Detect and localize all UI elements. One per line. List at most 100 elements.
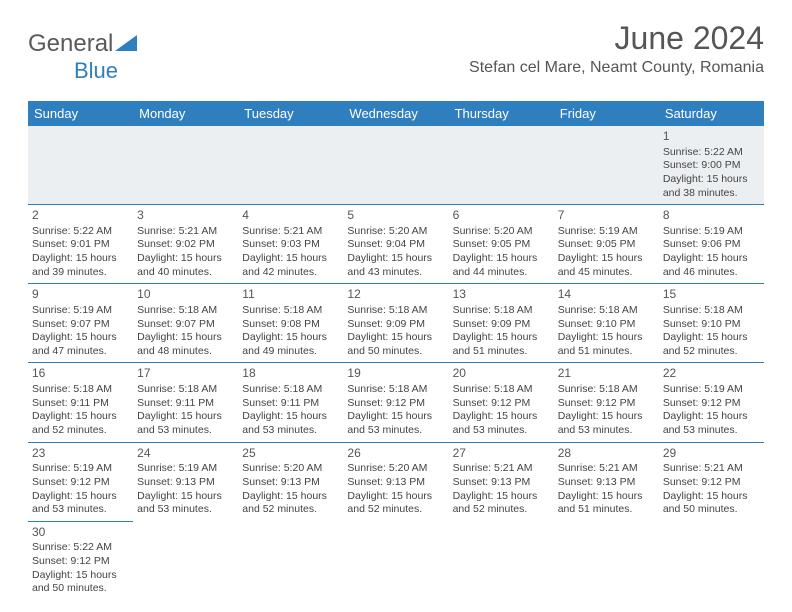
calendar-day: 9Sunrise: 5:19 AMSunset: 9:07 PMDaylight…: [28, 284, 133, 363]
title-block: June 2024 Stefan cel Mare, Neamt County,…: [469, 20, 764, 77]
sunrise-text: Sunrise: 5:18 AM: [242, 383, 339, 397]
month-title: June 2024: [469, 20, 764, 57]
day-number: 24: [137, 446, 234, 462]
daylight-text: and 53 minutes.: [558, 424, 655, 438]
sunrise-text: Sunrise: 5:18 AM: [558, 304, 655, 318]
daylight-text: Daylight: 15 hours: [453, 490, 550, 504]
calendar-week: 16Sunrise: 5:18 AMSunset: 9:11 PMDayligh…: [28, 363, 764, 442]
sunrise-text: Sunrise: 5:21 AM: [558, 462, 655, 476]
daylight-text: and 53 minutes.: [453, 424, 550, 438]
day-header: Thursday: [449, 101, 554, 126]
daylight-text: Daylight: 15 hours: [558, 410, 655, 424]
logo-triangle-icon: [115, 30, 137, 58]
sunrise-text: Sunrise: 5:19 AM: [137, 462, 234, 476]
sunset-text: Sunset: 9:13 PM: [347, 476, 444, 490]
day-header: Saturday: [659, 101, 764, 126]
daylight-text: and 53 minutes.: [32, 503, 129, 517]
daylight-text: Daylight: 15 hours: [137, 331, 234, 345]
daylight-text: Daylight: 15 hours: [663, 173, 760, 187]
sunset-text: Sunset: 9:11 PM: [242, 397, 339, 411]
day-number: 11: [242, 287, 339, 303]
sunrise-text: Sunrise: 5:19 AM: [32, 462, 129, 476]
day-number: 6: [453, 208, 550, 224]
sunset-text: Sunset: 9:09 PM: [453, 318, 550, 332]
daylight-text: Daylight: 15 hours: [453, 252, 550, 266]
calendar-day: 29Sunrise: 5:21 AMSunset: 9:12 PMDayligh…: [659, 442, 764, 521]
calendar-empty: [238, 521, 343, 600]
day-number: 26: [347, 446, 444, 462]
sunrise-text: Sunrise: 5:20 AM: [453, 225, 550, 239]
sunrise-text: Sunrise: 5:18 AM: [663, 304, 760, 318]
calendar-day: 23Sunrise: 5:19 AMSunset: 9:12 PMDayligh…: [28, 442, 133, 521]
calendar-day: 5Sunrise: 5:20 AMSunset: 9:04 PMDaylight…: [343, 205, 448, 284]
sunrise-text: Sunrise: 5:19 AM: [558, 225, 655, 239]
daylight-text: and 50 minutes.: [347, 345, 444, 359]
daylight-text: and 52 minutes.: [32, 424, 129, 438]
daylight-text: and 49 minutes.: [242, 345, 339, 359]
calendar-empty: [133, 521, 238, 600]
day-number: 25: [242, 446, 339, 462]
sunset-text: Sunset: 9:07 PM: [137, 318, 234, 332]
logo: General: [28, 30, 139, 58]
day-number: 5: [347, 208, 444, 224]
daylight-text: and 48 minutes.: [137, 345, 234, 359]
calendar-empty: [659, 521, 764, 600]
calendar-empty: [28, 126, 133, 205]
sunrise-text: Sunrise: 5:22 AM: [663, 146, 760, 160]
sunset-text: Sunset: 9:03 PM: [242, 238, 339, 252]
sunset-text: Sunset: 9:12 PM: [347, 397, 444, 411]
calendar-empty: [554, 126, 659, 205]
day-number: 10: [137, 287, 234, 303]
calendar-week: 1Sunrise: 5:22 AMSunset: 9:00 PMDaylight…: [28, 126, 764, 205]
sunset-text: Sunset: 9:04 PM: [347, 238, 444, 252]
sunrise-text: Sunrise: 5:18 AM: [453, 304, 550, 318]
daylight-text: Daylight: 15 hours: [347, 490, 444, 504]
day-number: 9: [32, 287, 129, 303]
sunset-text: Sunset: 9:11 PM: [137, 397, 234, 411]
sunset-text: Sunset: 9:12 PM: [558, 397, 655, 411]
sunrise-text: Sunrise: 5:18 AM: [347, 383, 444, 397]
daylight-text: Daylight: 15 hours: [242, 252, 339, 266]
day-number: 12: [347, 287, 444, 303]
calendar-day: 2Sunrise: 5:22 AMSunset: 9:01 PMDaylight…: [28, 205, 133, 284]
sunset-text: Sunset: 9:12 PM: [32, 476, 129, 490]
daylight-text: and 40 minutes.: [137, 266, 234, 280]
sunset-text: Sunset: 9:13 PM: [453, 476, 550, 490]
sunset-text: Sunset: 9:05 PM: [453, 238, 550, 252]
day-header: Wednesday: [343, 101, 448, 126]
day-number: 22: [663, 366, 760, 382]
daylight-text: Daylight: 15 hours: [242, 331, 339, 345]
day-number: 30: [32, 525, 129, 541]
sunrise-text: Sunrise: 5:18 AM: [32, 383, 129, 397]
sunset-text: Sunset: 9:12 PM: [663, 397, 760, 411]
calendar-week: 30Sunrise: 5:22 AMSunset: 9:12 PMDayligh…: [28, 521, 764, 600]
calendar-day: 17Sunrise: 5:18 AMSunset: 9:11 PMDayligh…: [133, 363, 238, 442]
day-number: 8: [663, 208, 760, 224]
daylight-text: Daylight: 15 hours: [663, 410, 760, 424]
sunset-text: Sunset: 9:07 PM: [32, 318, 129, 332]
daylight-text: Daylight: 15 hours: [558, 252, 655, 266]
daylight-text: Daylight: 15 hours: [558, 490, 655, 504]
calendar-week: 2Sunrise: 5:22 AMSunset: 9:01 PMDaylight…: [28, 205, 764, 284]
sunrise-text: Sunrise: 5:18 AM: [137, 304, 234, 318]
day-header: Friday: [554, 101, 659, 126]
daylight-text: Daylight: 15 hours: [663, 252, 760, 266]
sunrise-text: Sunrise: 5:19 AM: [32, 304, 129, 318]
calendar-day: 27Sunrise: 5:21 AMSunset: 9:13 PMDayligh…: [449, 442, 554, 521]
daylight-text: Daylight: 15 hours: [242, 490, 339, 504]
calendar-day: 18Sunrise: 5:18 AMSunset: 9:11 PMDayligh…: [238, 363, 343, 442]
sunrise-text: Sunrise: 5:18 AM: [558, 383, 655, 397]
day-number: 29: [663, 446, 760, 462]
calendar-empty: [449, 521, 554, 600]
sunset-text: Sunset: 9:05 PM: [558, 238, 655, 252]
logo-text-1: General: [28, 30, 113, 58]
day-number: 19: [347, 366, 444, 382]
calendar-day: 6Sunrise: 5:20 AMSunset: 9:05 PMDaylight…: [449, 205, 554, 284]
daylight-text: Daylight: 15 hours: [32, 410, 129, 424]
calendar-empty: [343, 126, 448, 205]
day-number: 28: [558, 446, 655, 462]
daylight-text: and 50 minutes.: [663, 503, 760, 517]
sunrise-text: Sunrise: 5:21 AM: [242, 225, 339, 239]
calendar-day: 25Sunrise: 5:20 AMSunset: 9:13 PMDayligh…: [238, 442, 343, 521]
day-number: 3: [137, 208, 234, 224]
